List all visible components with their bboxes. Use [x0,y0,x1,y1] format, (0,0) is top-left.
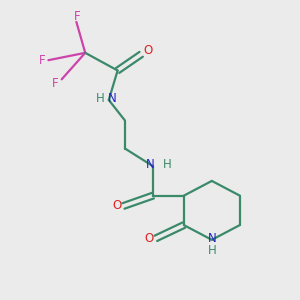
Text: H: H [163,158,172,171]
Text: O: O [143,44,152,57]
Text: F: F [74,10,80,23]
Text: H: H [96,92,105,105]
Text: N: N [108,92,117,105]
Text: H: H [208,244,216,257]
Text: O: O [145,232,154,245]
Text: N: N [208,232,216,245]
Text: F: F [39,54,45,67]
Text: O: O [112,200,122,212]
Text: F: F [52,77,59,90]
Text: N: N [146,158,155,171]
